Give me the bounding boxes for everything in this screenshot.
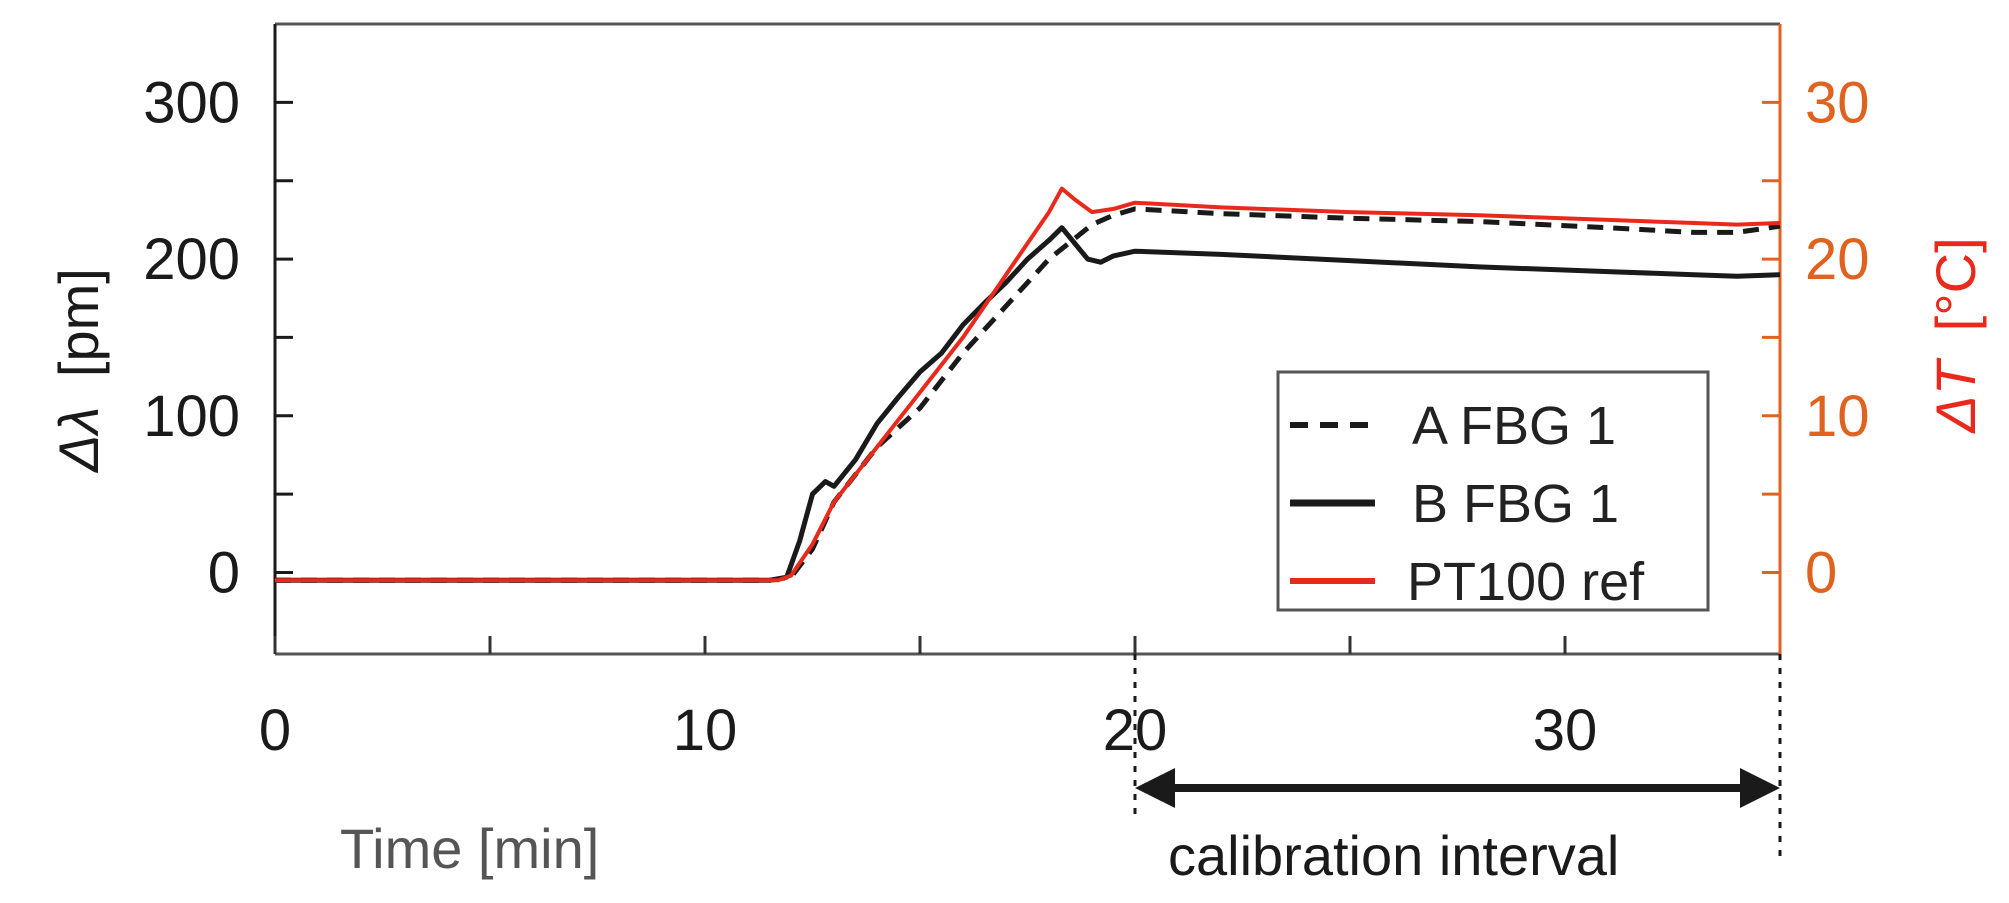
- right-y-tick-label: 20: [1805, 227, 1870, 292]
- left-y-axis-symbol: Δλ: [47, 407, 110, 474]
- legend-label-ref: PT100 ref: [1407, 552, 1645, 612]
- right-y-axis-title: ΔT [°C]: [1924, 237, 1987, 434]
- legend-label-b: B FBG 1: [1412, 474, 1619, 534]
- left-y-tick-label: 0: [208, 541, 240, 606]
- calibration-annotation: calibration interval: [1133, 654, 1782, 887]
- x-axis-ticks: 0 10 20 30: [259, 636, 1597, 763]
- calibration-label: calibration interval: [1168, 824, 1619, 887]
- right-y-tick-label: 10: [1805, 384, 1870, 449]
- left-y-axis-title: Δλ [pm]: [47, 268, 110, 474]
- right-y-axis-ticks: 0 10 20 30: [1762, 70, 1870, 606]
- series-line-b-fbg1: [275, 225, 1781, 583]
- left-y-tick-label: 200: [143, 227, 240, 292]
- plot-area: [273, 22, 1782, 656]
- legend: A FBG 1 B FBG 1 PT100 ref: [1276, 370, 1710, 612]
- left-y-axis-unit: [pm]: [47, 268, 110, 377]
- series-layer: [275, 186, 1781, 583]
- x-tick-label: 10: [673, 698, 738, 763]
- svg-text:ΔT [°C]: ΔT [°C]: [1924, 237, 1987, 434]
- legend-label-a: A FBG 1: [1412, 396, 1616, 456]
- x-axis-title: Time [min]: [340, 817, 599, 880]
- x-tick-label: 30: [1533, 698, 1598, 763]
- left-y-tick-label: 300: [143, 70, 240, 135]
- legend-box: [1276, 370, 1710, 612]
- right-y-axis-symbol: ΔT: [1924, 357, 1987, 435]
- right-y-tick-label: 30: [1805, 70, 1870, 135]
- left-y-tick-label: 100: [143, 384, 240, 449]
- right-y-axis-unit: [°C]: [1924, 237, 1987, 331]
- svg-text:Δλ [pm]: Δλ [pm]: [47, 268, 110, 474]
- x-tick-label: 0: [259, 698, 291, 763]
- x-axis-label: Time [min]: [340, 817, 599, 880]
- right-y-tick-label: 0: [1805, 541, 1837, 606]
- series-line-pt100-ref: [275, 186, 1781, 583]
- left-y-axis-ticks: 0 100 200 300: [143, 70, 293, 606]
